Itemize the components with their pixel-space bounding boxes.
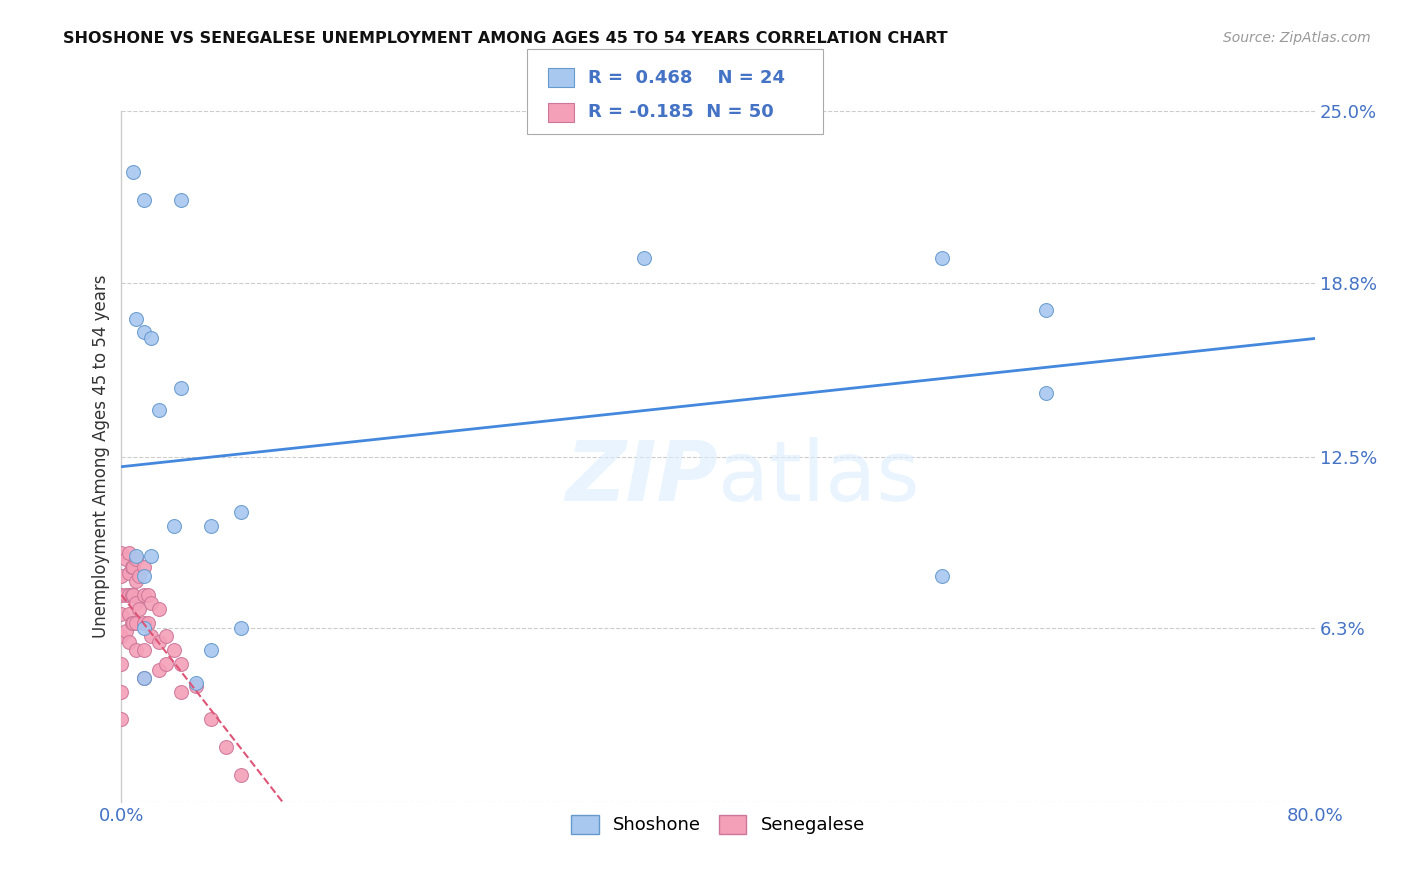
Point bbox=[125, 574, 148, 588]
Point bbox=[132, 615, 155, 630]
Point bbox=[125, 549, 148, 564]
Point bbox=[110, 588, 132, 602]
Text: Source: ZipAtlas.com: Source: ZipAtlas.com bbox=[1223, 31, 1371, 45]
Point bbox=[200, 519, 222, 533]
Point bbox=[148, 601, 170, 615]
Point bbox=[229, 767, 252, 781]
Point bbox=[229, 621, 252, 635]
Point bbox=[121, 560, 143, 574]
Text: R =  0.468    N = 24: R = 0.468 N = 24 bbox=[588, 69, 785, 87]
Point bbox=[132, 568, 155, 582]
Point bbox=[132, 193, 155, 207]
Text: R = -0.185  N = 50: R = -0.185 N = 50 bbox=[588, 103, 773, 121]
Point bbox=[125, 552, 148, 566]
Point bbox=[132, 671, 155, 685]
Legend: Shoshone, Senegalese: Shoshone, Senegalese bbox=[564, 808, 872, 842]
Point bbox=[148, 663, 170, 677]
Point bbox=[128, 568, 150, 582]
Point bbox=[155, 657, 177, 671]
Point bbox=[122, 588, 145, 602]
Point bbox=[110, 568, 132, 582]
Point bbox=[110, 607, 132, 622]
Point bbox=[115, 552, 138, 566]
Point bbox=[155, 629, 177, 643]
Point bbox=[931, 251, 953, 265]
Point bbox=[141, 549, 163, 564]
Point bbox=[141, 596, 163, 610]
Point bbox=[141, 331, 163, 345]
Point bbox=[110, 684, 132, 698]
Point bbox=[148, 402, 170, 417]
Point bbox=[110, 712, 132, 726]
Point bbox=[132, 621, 155, 635]
Point bbox=[184, 676, 207, 690]
Point bbox=[229, 505, 252, 519]
Point bbox=[170, 657, 193, 671]
Point bbox=[931, 568, 953, 582]
Point bbox=[121, 588, 143, 602]
Point bbox=[136, 615, 159, 630]
Point bbox=[1035, 386, 1057, 401]
Point bbox=[132, 560, 155, 574]
Point bbox=[163, 519, 186, 533]
Point bbox=[132, 588, 155, 602]
Point bbox=[118, 607, 141, 622]
Point bbox=[163, 643, 186, 657]
Point bbox=[121, 615, 143, 630]
Point bbox=[170, 684, 193, 698]
Point bbox=[200, 712, 222, 726]
Point bbox=[633, 251, 655, 265]
Point bbox=[115, 624, 138, 638]
Text: SHOSHONE VS SENEGALESE UNEMPLOYMENT AMONG AGES 45 TO 54 YEARS CORRELATION CHART: SHOSHONE VS SENEGALESE UNEMPLOYMENT AMON… bbox=[63, 31, 948, 46]
Point bbox=[170, 193, 193, 207]
Point bbox=[125, 643, 148, 657]
Point bbox=[125, 615, 148, 630]
Point bbox=[141, 629, 163, 643]
Point bbox=[118, 635, 141, 649]
Point bbox=[215, 739, 238, 754]
Point bbox=[118, 588, 141, 602]
Point bbox=[148, 635, 170, 649]
Point bbox=[122, 560, 145, 574]
Point bbox=[132, 671, 155, 685]
Text: ZIP: ZIP bbox=[565, 437, 718, 518]
Point bbox=[128, 601, 150, 615]
Point bbox=[122, 615, 145, 630]
Point bbox=[110, 629, 132, 643]
Point bbox=[132, 643, 155, 657]
Point bbox=[125, 596, 148, 610]
Point bbox=[115, 588, 138, 602]
Point bbox=[200, 643, 222, 657]
Point bbox=[170, 381, 193, 395]
Y-axis label: Unemployment Among Ages 45 to 54 years: Unemployment Among Ages 45 to 54 years bbox=[93, 275, 110, 639]
Point bbox=[136, 588, 159, 602]
Point bbox=[122, 165, 145, 179]
Point bbox=[184, 679, 207, 693]
Text: atlas: atlas bbox=[718, 437, 920, 518]
Point bbox=[118, 566, 141, 580]
Point bbox=[110, 657, 132, 671]
Point bbox=[132, 326, 155, 340]
Point bbox=[1035, 303, 1057, 318]
Point bbox=[118, 546, 141, 560]
Point bbox=[125, 311, 148, 326]
Point bbox=[110, 546, 132, 560]
